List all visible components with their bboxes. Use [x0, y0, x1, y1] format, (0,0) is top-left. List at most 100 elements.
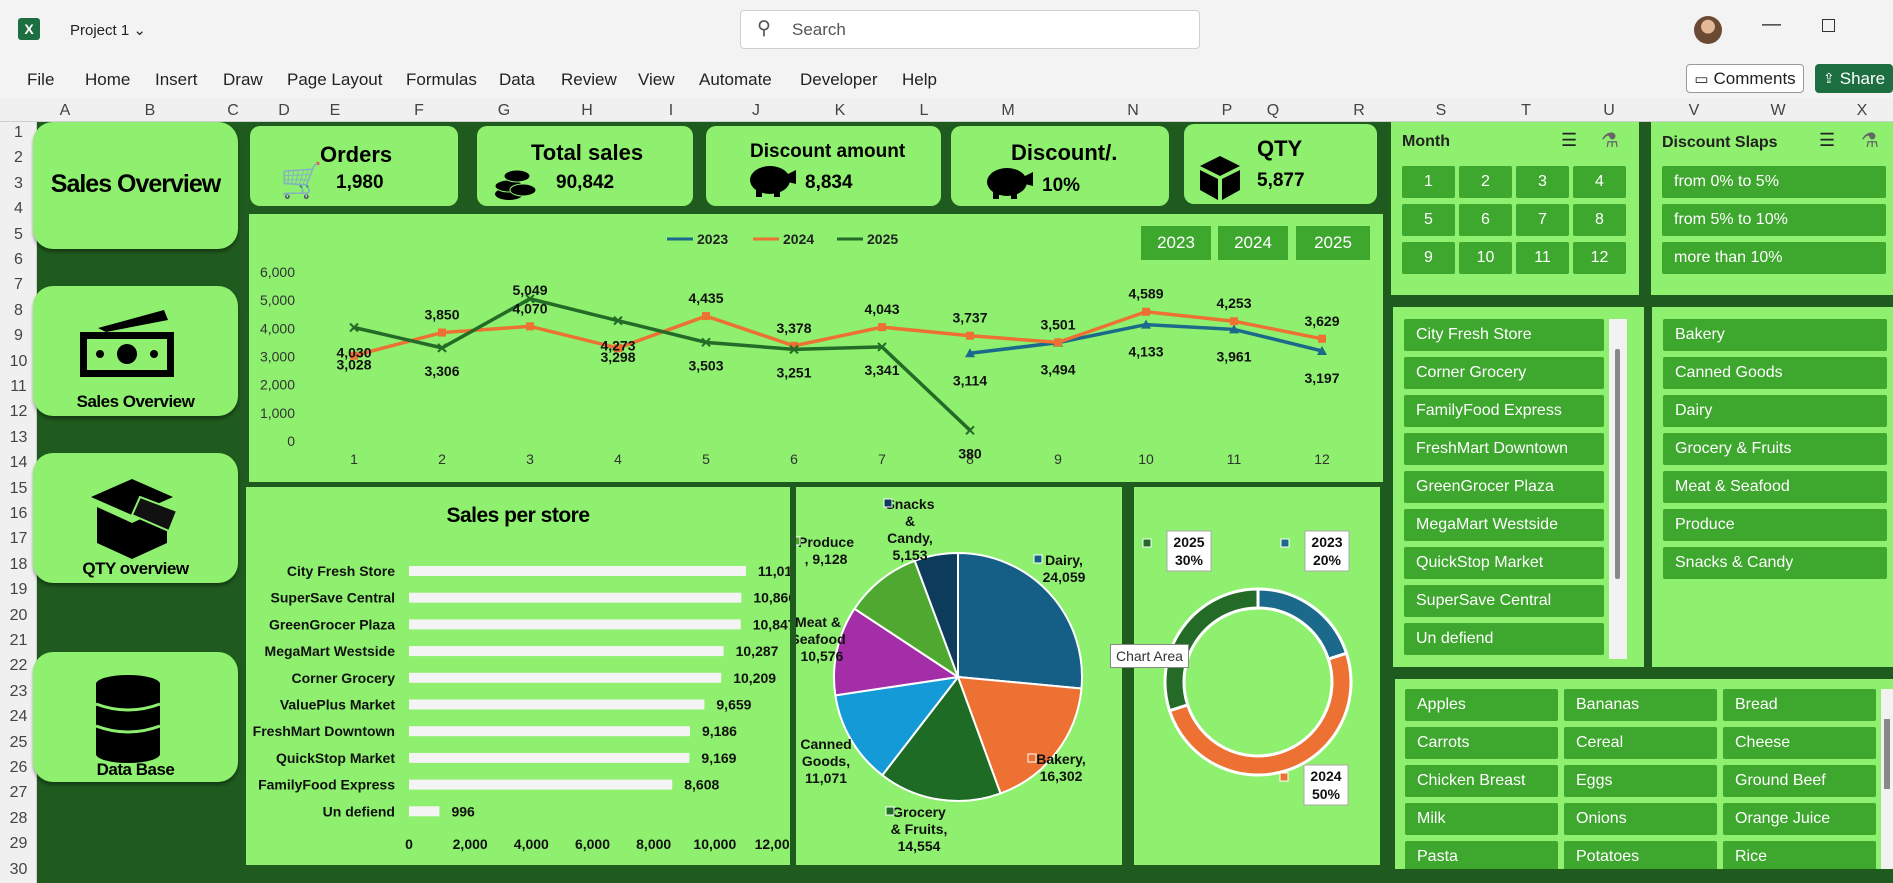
- store-button-3[interactable]: FreshMart Downtown: [1404, 433, 1604, 465]
- store-button-1[interactable]: Corner Grocery: [1404, 357, 1604, 389]
- month-button-12[interactable]: 12: [1573, 242, 1626, 274]
- row-header-13[interactable]: 13: [9, 428, 28, 446]
- search-input[interactable]: Search: [792, 20, 846, 39]
- column-header-T[interactable]: T: [1521, 102, 1531, 119]
- row-header-1[interactable]: 1: [14, 124, 23, 141]
- excel-logo-icon[interactable]: X: [18, 18, 40, 40]
- month-button-6[interactable]: 6: [1459, 204, 1512, 236]
- column-header-B[interactable]: B: [144, 102, 156, 119]
- month-button-8[interactable]: 8: [1573, 204, 1626, 236]
- product-button-5[interactable]: Cheese: [1723, 727, 1876, 759]
- year-button-2023[interactable]: 2023: [1141, 226, 1211, 260]
- product-button-3[interactable]: Carrots: [1405, 727, 1558, 759]
- column-header-D[interactable]: D: [278, 102, 290, 119]
- nav-qty-overview[interactable]: QTY overview: [33, 453, 238, 583]
- menu-formulas[interactable]: Formulas: [406, 70, 477, 89]
- row-header-12[interactable]: 12: [9, 403, 28, 421]
- store-button-7[interactable]: SuperSave Central: [1404, 585, 1604, 617]
- month-button-10[interactable]: 10: [1459, 242, 1512, 274]
- month-button-4[interactable]: 4: [1573, 166, 1626, 198]
- menu-insert[interactable]: Insert: [155, 70, 198, 89]
- menu-automate[interactable]: Automate: [699, 70, 772, 89]
- row-header-16[interactable]: 16: [9, 505, 28, 522]
- category-button-6[interactable]: Snacks & Candy: [1663, 547, 1887, 579]
- column-header-G[interactable]: G: [497, 102, 511, 119]
- row-header-6[interactable]: 6: [14, 251, 23, 268]
- scrollbar[interactable]: [1609, 319, 1627, 659]
- column-header-R[interactable]: R: [1353, 102, 1365, 119]
- row-header-3[interactable]: 3: [14, 174, 23, 192]
- column-header-W[interactable]: W: [1770, 102, 1786, 119]
- column-header-J[interactable]: J: [752, 102, 760, 119]
- line-chart-panel[interactable]: 2023 2024 2025 0 1,000 2,000 3,000 4,000 5,00…: [249, 214, 1383, 482]
- nav-data-base[interactable]: Data Base: [33, 652, 238, 782]
- product-button-13[interactable]: Potatoes: [1564, 841, 1717, 869]
- store-button-4[interactable]: GreenGrocer Plaza: [1404, 471, 1604, 503]
- menu-draw[interactable]: Draw: [223, 70, 263, 89]
- row-header-8[interactable]: 8: [14, 301, 23, 319]
- discount-slap-button-1[interactable]: from 5% to 10%: [1662, 204, 1886, 236]
- category-button-3[interactable]: Grocery & Fruits: [1663, 433, 1887, 465]
- month-button-7[interactable]: 7: [1516, 204, 1569, 236]
- row-header-28[interactable]: 28: [9, 809, 28, 827]
- discount-slap-button-0[interactable]: from 0% to 5%: [1662, 166, 1886, 198]
- menu-view[interactable]: View: [638, 70, 675, 89]
- product-button-14[interactable]: Rice: [1723, 841, 1876, 869]
- product-button-11[interactable]: Orange Juice: [1723, 803, 1876, 835]
- scrollbar[interactable]: [1881, 689, 1893, 869]
- search-box[interactable]: ⚲ Search: [740, 10, 1200, 49]
- row-header-29[interactable]: 29: [9, 835, 28, 853]
- month-button-5[interactable]: 5: [1402, 204, 1455, 236]
- row-header-15[interactable]: 15: [9, 479, 28, 497]
- row-header-4[interactable]: 4: [14, 200, 23, 218]
- row-header-9[interactable]: 9: [14, 327, 23, 345]
- menu-help[interactable]: Help: [902, 70, 937, 89]
- row-header-7[interactable]: 7: [14, 276, 23, 294]
- bar-chart-panel[interactable]: Sales per store City Fresh Store 11,016 Sup…: [246, 487, 790, 865]
- category-button-2[interactable]: Dairy: [1663, 395, 1887, 427]
- month-button-3[interactable]: 3: [1516, 166, 1569, 198]
- row-header-14[interactable]: 14: [9, 454, 28, 472]
- column-header-C[interactable]: C: [227, 102, 239, 119]
- row-header-20[interactable]: 20: [9, 606, 28, 624]
- scrollbar-thumb[interactable]: [1884, 719, 1890, 789]
- category-button-0[interactable]: Bakery: [1663, 319, 1887, 351]
- row-header-18[interactable]: 18: [9, 555, 28, 573]
- row-header-10[interactable]: 10: [9, 352, 28, 370]
- row-header-2[interactable]: 2: [14, 149, 23, 167]
- column-header-H[interactable]: H: [581, 102, 593, 119]
- menu-developer[interactable]: Developer: [800, 70, 878, 89]
- column-header-K[interactable]: K: [834, 102, 846, 119]
- store-button-6[interactable]: QuickStop Market: [1404, 547, 1604, 579]
- product-button-6[interactable]: Chicken Breast: [1405, 765, 1558, 797]
- row-header-27[interactable]: 27: [9, 784, 28, 802]
- year-button-2025[interactable]: 2025: [1296, 226, 1370, 260]
- product-button-9[interactable]: Milk: [1405, 803, 1558, 835]
- row-header-23[interactable]: 23: [9, 682, 28, 700]
- row-header-22[interactable]: 22: [9, 657, 28, 675]
- menu-review[interactable]: Review: [561, 70, 617, 89]
- product-button-2[interactable]: Bread: [1723, 689, 1876, 721]
- menu-data[interactable]: Data: [499, 70, 535, 89]
- category-button-5[interactable]: Produce: [1663, 509, 1887, 541]
- column-header-V[interactable]: V: [1688, 102, 1700, 119]
- column-header-A[interactable]: A: [59, 102, 71, 119]
- column-header-M[interactable]: M: [1001, 102, 1015, 119]
- comments-button[interactable]: ▭ Comments: [1686, 64, 1804, 93]
- product-button-0[interactable]: Apples: [1405, 689, 1558, 721]
- row-header-5[interactable]: 5: [14, 225, 23, 243]
- column-header-N[interactable]: N: [1127, 102, 1139, 119]
- row-header-11[interactable]: 11: [10, 378, 27, 395]
- menu-home[interactable]: Home: [85, 70, 131, 89]
- product-button-10[interactable]: Onions: [1564, 803, 1717, 835]
- month-button-9[interactable]: 9: [1402, 242, 1455, 274]
- scrollbar-thumb[interactable]: [1615, 349, 1620, 579]
- column-header-I[interactable]: I: [668, 102, 674, 119]
- row-header-17[interactable]: 17: [9, 530, 28, 548]
- product-button-12[interactable]: Pasta: [1405, 841, 1558, 869]
- discount-slap-button-2[interactable]: more than 10%: [1662, 242, 1886, 274]
- multi-select-icon[interactable]: ☰: [1561, 130, 1578, 150]
- project-title[interactable]: Project 1 ⌄: [70, 21, 146, 39]
- row-header-24[interactable]: 24: [9, 708, 28, 726]
- product-button-8[interactable]: Ground Beef: [1723, 765, 1876, 797]
